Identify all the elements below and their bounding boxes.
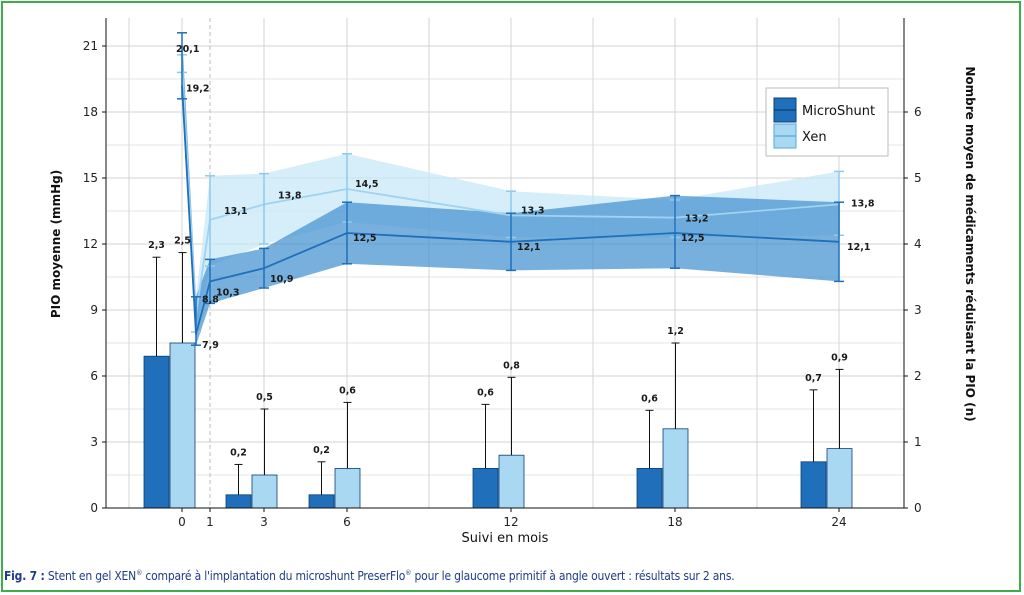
caption-reg-1: ® <box>136 569 143 577</box>
legend-label-microshunt: MicroShunt <box>802 104 875 119</box>
right-tick-label: 2 <box>914 369 922 383</box>
right-axis-title: Nombre moyen de médicaments réduisant la… <box>963 66 977 421</box>
left-tick-label: 15 <box>83 171 98 185</box>
microshunt-point-label: 7,9 <box>202 340 219 351</box>
right-tick-label: 4 <box>914 237 922 251</box>
left-tick-label: 12 <box>83 237 98 251</box>
bar-value-label: 0,5 <box>256 392 273 403</box>
xen-bar <box>662 428 689 509</box>
bar-value-label: 0,6 <box>477 387 494 398</box>
xen-bar <box>251 474 278 509</box>
microshunt-point-label: 12,5 <box>681 233 704 244</box>
right-tick-label: 5 <box>914 171 922 185</box>
microshunt-point-label: 12,5 <box>353 233 376 244</box>
left-tick-label: 18 <box>83 105 98 119</box>
x-tick-label: 12 <box>503 515 518 529</box>
caption-reg-2: ® <box>405 569 412 577</box>
caption-text-1: Stent en gel XEN <box>44 569 137 583</box>
bar-value-label: 0,6 <box>339 385 356 396</box>
right-tick-label: 1 <box>914 435 922 449</box>
microshunt-point-label: 19,2 <box>186 84 209 95</box>
xen-point-label: 13,2 <box>685 214 708 225</box>
microshunt-bar <box>308 494 335 509</box>
figure-caption: Fig. 7 : Stent en gel XEN® comparé à l'i… <box>4 569 735 583</box>
x-tick-label: 0 <box>178 515 186 529</box>
bar-value-label: 1,2 <box>667 326 684 337</box>
microshunt-bar <box>472 467 499 509</box>
legend-label-xen: Xen <box>802 130 827 145</box>
microshunt-point-label: 12,1 <box>847 242 870 253</box>
bar-value-label: 0,6 <box>641 393 658 404</box>
right-tick-label: 0 <box>914 501 922 515</box>
microshunt-bar <box>225 494 252 509</box>
microshunt-bar <box>143 355 170 509</box>
left-tick-label: 21 <box>83 39 98 53</box>
left-tick-label: 0 <box>90 501 98 515</box>
right-tick-label: 6 <box>914 105 922 119</box>
bar-value-label: 0,8 <box>503 360 520 371</box>
xen-point-label: 13,8 <box>278 190 302 201</box>
right-tick-label: 3 <box>914 303 922 317</box>
xen-bar <box>498 454 525 509</box>
caption-text-3: pour le glaucome primitif à angle ouvert… <box>411 569 735 583</box>
caption-text-2: comparé à l'implantation du microshunt P… <box>142 569 406 583</box>
line-series <box>177 32 844 346</box>
data-labels: 2,3 0,2 0,2 0,6 0,6 0,7 2,5 0,5 0,6 0,8 1,2 0,9 19,2… <box>148 44 875 459</box>
left-tick-label: 6 <box>90 369 98 383</box>
microshunt-point-label: 10,9 <box>270 274 293 285</box>
microshunt-point-label: 10,3 <box>216 287 239 298</box>
x-tick-label: 6 <box>343 515 351 529</box>
xen-bar <box>334 467 361 509</box>
microshunt-point-label: 12,1 <box>517 242 540 253</box>
bar-value-label: 2,5 <box>174 236 191 247</box>
xen-bar <box>169 342 196 509</box>
xen-point-label: 20,1 <box>176 44 199 55</box>
legend: MicroShunt Xen <box>765 87 889 157</box>
bar-value-label: 0,2 <box>313 445 330 456</box>
x-tick-label: 18 <box>667 515 682 529</box>
left-axis-title: PIO moyenne (mmHg) <box>49 170 63 318</box>
xen-bar <box>826 448 853 509</box>
caption-prefix: Fig. 7 : <box>4 569 45 583</box>
microshunt-line <box>181 85 840 335</box>
x-tick-label: 3 <box>260 515 268 529</box>
xen-line <box>181 65 840 315</box>
x-tick-label: 1 <box>206 515 214 529</box>
bar-value-label: 0,7 <box>805 373 822 384</box>
x-tick-label: 24 <box>831 515 846 529</box>
xen-point-label: 13,1 <box>224 206 247 217</box>
microshunt-bar <box>636 467 663 509</box>
bar-value-label: 0,2 <box>230 447 247 458</box>
microshunt-bar <box>800 461 827 509</box>
xen-point-label: 13,3 <box>521 205 544 216</box>
xen-point-label: 14,5 <box>355 179 378 190</box>
x-axis-title: Suivi en mois <box>462 531 549 546</box>
xen-point-label: 13,8 <box>851 198 875 209</box>
xen-point-label: 8,8 <box>202 294 219 305</box>
bar-series <box>143 252 853 509</box>
bar-value-label: 0,9 <box>831 352 848 363</box>
left-tick-label: 3 <box>90 435 98 449</box>
bar-value-label: 2,3 <box>148 240 165 251</box>
left-tick-label: 9 <box>90 303 98 317</box>
